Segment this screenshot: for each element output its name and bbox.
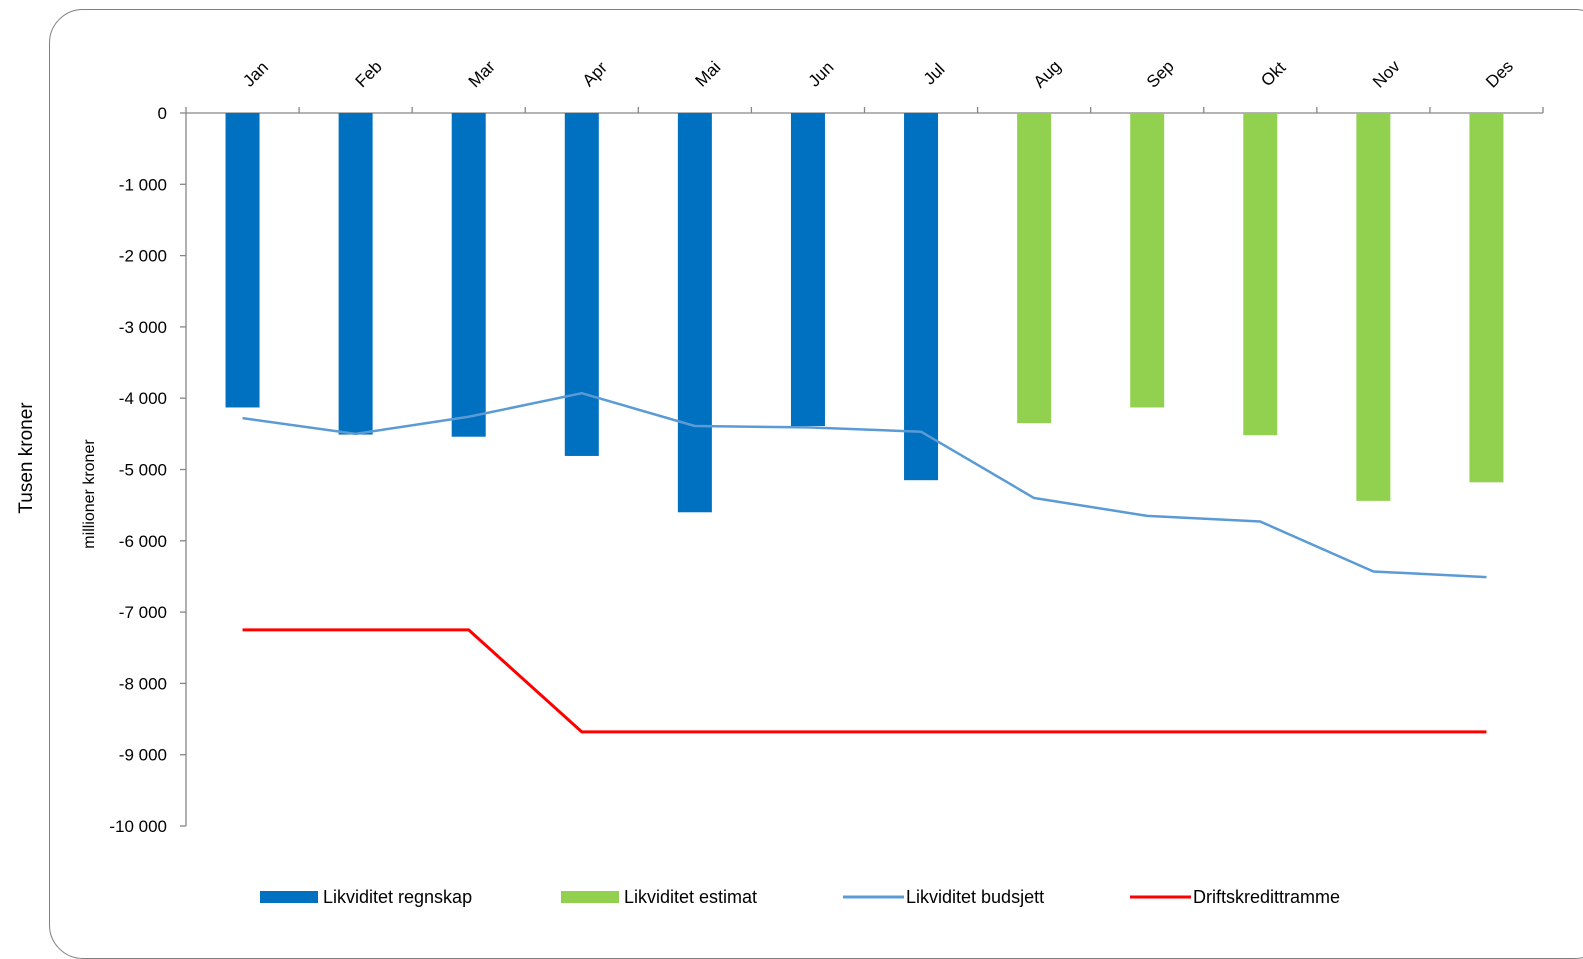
y-tick-label: -4 000 [119,389,167,408]
x-tick-label: Apr [579,58,611,90]
y-tick-label: -10 000 [109,817,167,836]
y-axis: 0 -1 000 -2 000 -3 000 -4 000 -5 000 -6 000 -7 … [109,104,187,836]
x-tick-label: Mar [465,57,499,91]
bar [338,113,373,435]
y-tick-label: -2 000 [119,247,167,266]
bar [1243,113,1278,436]
y-tick-label: -3 000 [119,318,167,337]
legend-label: Likviditet budsjett [906,887,1044,907]
bar [790,113,825,427]
x-tick-label: Des [1482,57,1517,92]
x-tick-label: Mai [692,58,725,91]
y-tick-label: 0 [158,104,167,123]
x-tick-label: Jan [239,58,272,91]
legend-label: Likviditet regnskap [323,887,472,907]
series-line [242,391,1487,579]
bar [1469,113,1504,483]
bar [1356,113,1391,501]
x-axis: Jan Feb Mar Apr Mai Jun Jul Aug Sep Okt Nov Des [185,56,1544,114]
bar [904,113,939,481]
y-tick-label: -1 000 [119,175,167,194]
lines [242,391,1487,734]
y-tick-label: -7 000 [119,603,167,622]
legend-label: Driftskredittramme [1193,887,1340,907]
bar [1017,113,1052,424]
x-tick-label: Aug [1030,57,1065,92]
y-tick-label: -6 000 [119,532,167,551]
legend-swatch [561,891,619,903]
bar [1130,113,1165,408]
y-axis-title: millioner kroner [81,439,98,549]
x-tick-label: Okt [1257,58,1289,90]
x-tick-label: Jul [920,60,949,89]
bar [564,113,599,456]
y-tick-label: -5 000 [119,461,167,480]
bars [225,113,1504,513]
x-tick-label: Nov [1369,56,1404,91]
y-tick-label: -8 000 [119,674,167,693]
series-line [242,628,1487,734]
x-tick-label: Jun [805,58,838,91]
legend-swatch [260,891,318,903]
y-tick-label: -9 000 [119,746,167,765]
bar [677,113,712,513]
legend: Likviditet regnskap Likviditet estimat Lik… [260,887,1340,907]
legend-label: Likviditet estimat [624,887,757,907]
bar [225,113,260,408]
bar [451,113,486,437]
x-tick-label: Feb [352,57,386,91]
x-tick-label: Sep [1143,57,1178,92]
liquidity-chart: 0 -1 000 -2 000 -3 000 -4 000 -5 000 -6 000 -7 … [81,56,1544,907]
